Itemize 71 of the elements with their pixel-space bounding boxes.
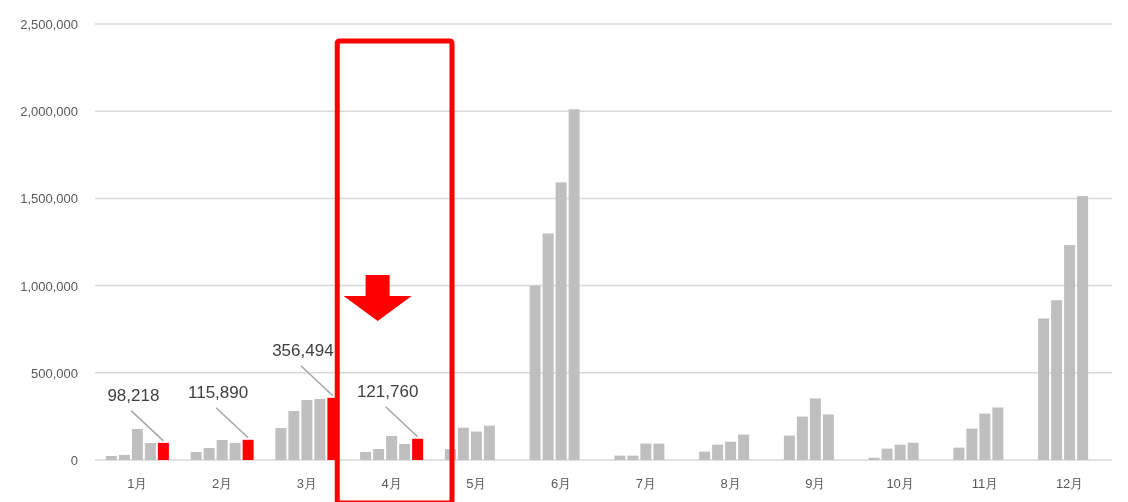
- bar: [288, 410, 300, 460]
- x-tick-label: 4月: [381, 476, 402, 491]
- bar: [1064, 245, 1076, 460]
- bar: [373, 449, 385, 460]
- bar: [483, 425, 495, 460]
- x-tick-label: 3月: [296, 476, 317, 491]
- bar: [118, 454, 130, 460]
- x-tick-label: 11月: [971, 476, 999, 491]
- y-tick-label: 1,500,000: [20, 191, 78, 207]
- bar: [555, 182, 567, 460]
- data-label: 121,760: [356, 381, 419, 401]
- bar: [457, 427, 469, 460]
- x-tick-label: 1月: [127, 476, 148, 491]
- bar: [881, 448, 893, 460]
- bar: [979, 413, 991, 460]
- bar: [470, 431, 482, 460]
- bar: [783, 435, 795, 460]
- bar: [542, 233, 554, 460]
- bar: [1051, 300, 1063, 460]
- bar: [203, 447, 215, 460]
- x-tick-label: 2月: [212, 476, 233, 491]
- bar: [1077, 196, 1089, 460]
- bar: [229, 442, 241, 460]
- bar: [627, 455, 639, 460]
- bar: [640, 443, 652, 460]
- data-label: 98,218: [107, 385, 160, 405]
- bar: [738, 434, 750, 460]
- bar: [725, 441, 737, 460]
- bar: [1038, 318, 1050, 460]
- x-tick-label: 5月: [466, 476, 487, 491]
- bar: [822, 414, 834, 460]
- bar: [568, 109, 580, 460]
- x-tick-label: 7月: [635, 476, 656, 491]
- x-tick-label: 10月: [886, 476, 914, 491]
- bar: [992, 407, 1004, 460]
- data-label: 356,494: [272, 340, 334, 360]
- bar: [301, 400, 313, 460]
- bar: [314, 398, 326, 460]
- bar: [242, 439, 254, 460]
- bar: [699, 451, 711, 460]
- bar: [360, 451, 372, 460]
- bar: [190, 451, 202, 460]
- bar: [614, 455, 626, 460]
- bar: [386, 435, 398, 460]
- x-tick-label: 12月: [1055, 476, 1084, 491]
- bar: [105, 455, 117, 460]
- y-tick-label: 0: [70, 453, 78, 468]
- bar: [953, 447, 965, 460]
- bar: [216, 439, 228, 460]
- bar: [894, 444, 906, 460]
- bar: [144, 443, 156, 460]
- y-tick-label: 2,000,000: [20, 104, 78, 120]
- bar: [653, 443, 665, 460]
- bar: [131, 428, 143, 460]
- y-tick-label: 2,500,000: [20, 17, 78, 32]
- bar: [796, 416, 808, 460]
- bar: [275, 428, 287, 460]
- x-tick-label: 6月: [551, 476, 572, 491]
- y-tick-label: 1,000,000: [20, 278, 78, 294]
- data-label: 115,890: [188, 382, 249, 402]
- bar: [157, 442, 169, 460]
- bar: [809, 398, 821, 460]
- x-tick-label: 8月: [720, 476, 741, 491]
- bar: [529, 285, 541, 460]
- bar: [712, 444, 724, 460]
- bar: [412, 438, 424, 460]
- y-tick-label: 500,000: [31, 365, 78, 381]
- x-tick-label: 9月: [805, 476, 826, 491]
- bar: [399, 443, 411, 460]
- bar: [966, 428, 978, 460]
- bar: [907, 442, 919, 460]
